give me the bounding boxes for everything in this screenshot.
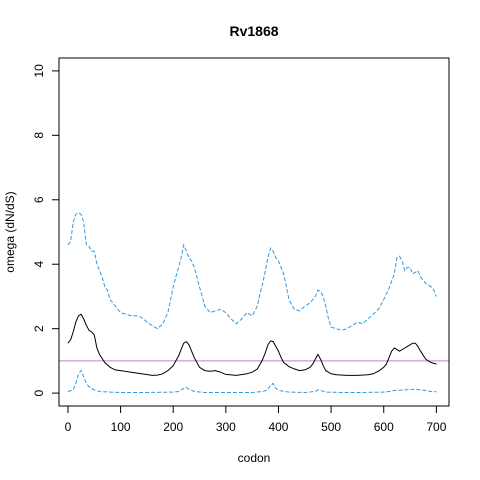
x-tick-label: 0 [65,420,72,434]
plot-lines [59,212,449,394]
y-tick-label: 6 [32,196,46,203]
y-tick-label: 8 [32,132,46,139]
x-tick-label: 100 [111,420,131,434]
series-line-upper [67,212,437,331]
x-tick-label: 300 [216,420,236,434]
x-tick-label: 500 [321,420,341,434]
y-tick-label: 10 [32,64,46,78]
x-axis: 0 100 200 300 400 500 600 700 [65,405,447,434]
y-axis-label: omega (dN/dS) [3,191,17,272]
chart-title: Rv1868 [229,23,278,39]
x-tick-label: 200 [163,420,183,434]
y-axis: 0 2 4 6 8 10 [32,64,60,396]
x-tick-label: 700 [426,420,446,434]
x-tick-label: 400 [268,420,288,434]
x-tick-label: 600 [374,420,394,434]
y-tick-label: 2 [32,325,46,332]
y-tick-label: 0 [32,389,46,396]
series-line-mean [67,313,437,376]
x-axis-label: codon [238,451,271,465]
y-tick-label: 4 [32,261,46,268]
series-line-lower [67,369,437,394]
